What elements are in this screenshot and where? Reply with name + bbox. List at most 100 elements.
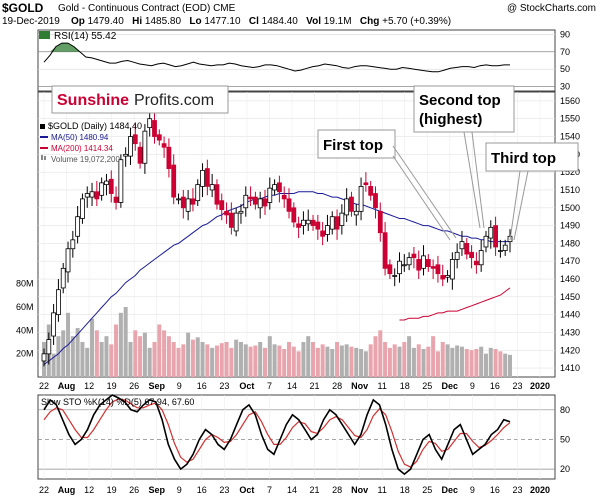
- volume-bar: [464, 349, 469, 377]
- candle-body: [325, 225, 330, 235]
- date-tick-label: Nov: [351, 381, 368, 391]
- volume-bar: [498, 351, 503, 377]
- price-legend-text: $GOLD (Daily) 1484.40: [48, 121, 142, 131]
- volume-bar: [440, 342, 445, 377]
- candle-body: [262, 198, 268, 207]
- volume-bar: [253, 345, 258, 377]
- candle-body: [166, 146, 172, 169]
- date-tick-label: Oct: [239, 485, 254, 495]
- candle-body: [272, 184, 277, 191]
- candle-body: [60, 267, 66, 289]
- close-value: 1484.40: [261, 16, 298, 27]
- candle-body: [209, 184, 215, 191]
- volume-bar: [387, 347, 392, 377]
- date-axis-middle: 22 Aug 12 19 26 Sep 9 16 23 Oct 7 14 21 28 Nov 11 18 25 De…: [39, 381, 550, 391]
- volume-bar: [214, 345, 219, 377]
- volume-bar: [94, 330, 99, 377]
- volume-bar: [421, 349, 426, 377]
- candle-body: [387, 264, 393, 275]
- volume-bar: [128, 342, 133, 377]
- volume-bar: [416, 344, 421, 377]
- candle-body: [84, 193, 90, 198]
- volume-bar: [147, 347, 152, 377]
- candle-body: [430, 266, 436, 269]
- date-tick-label: 22: [39, 485, 49, 495]
- candle-body: [305, 219, 311, 225]
- candle-body: [478, 250, 484, 266]
- date-tick-label: Dec: [442, 485, 459, 495]
- candle-body: [89, 191, 95, 198]
- date-tick-label: Sep: [148, 485, 165, 495]
- candle-body: [233, 212, 239, 232]
- volume-bar: [335, 342, 340, 377]
- date-tick-label: Sep: [148, 381, 165, 391]
- candle-body: [238, 210, 244, 214]
- candle-body: [195, 184, 201, 202]
- logo-sunshine: Sunshine: [57, 92, 129, 109]
- candle-body: [65, 248, 71, 273]
- date-tick-label: Oct: [239, 381, 254, 391]
- candle-body: [425, 259, 431, 267]
- candle-body: [142, 130, 148, 164]
- volume-tick-label: 20M: [16, 349, 34, 359]
- candle-body: [128, 136, 133, 157]
- exchange-text: CME: [213, 3, 236, 14]
- high-value: 1485.80: [144, 16, 182, 27]
- volume-bar: [70, 336, 75, 377]
- volume-bar: [248, 346, 253, 377]
- annotation-third-top: Third top: [485, 142, 579, 241]
- candle-body: [483, 235, 489, 248]
- volume-bar: [488, 347, 493, 377]
- candle-body: [137, 146, 143, 164]
- second-top-pointer-b: [471, 131, 485, 229]
- ohlc-info-line: 19-Dec-2019 Op 1479.40 Hi 1485.80 Lo 147…: [2, 16, 451, 27]
- volume-bar: [455, 345, 460, 377]
- candle-body: [401, 264, 407, 267]
- volume-bar: [508, 354, 512, 377]
- volume-bar: [287, 342, 292, 377]
- stochastic-tick-label: 50: [560, 434, 570, 444]
- volume-bar: [426, 346, 431, 377]
- date-tick-label: 9: [470, 485, 475, 495]
- volume-bar: [325, 346, 330, 377]
- volume-bar: [205, 344, 210, 377]
- candle-body: [132, 134, 138, 145]
- price-tick-label: 1560: [560, 96, 580, 106]
- volume-tick-labels: 80M 60M 40M 20M: [16, 279, 34, 359]
- open-label: Op: [70, 16, 85, 27]
- date-tick-label: 14: [287, 381, 297, 391]
- date-tick-label: 18: [400, 485, 410, 495]
- date-tick-label: 23: [512, 381, 522, 391]
- volume-bar: [402, 342, 407, 377]
- price-tick-label: 1430: [560, 327, 580, 337]
- contract-description: Gold - Continuous Contract (EOD) CME: [58, 3, 235, 14]
- volume-bar: [315, 347, 320, 377]
- candle-body: [94, 191, 100, 200]
- volume-bar: [349, 346, 354, 377]
- candle-body: [459, 241, 465, 250]
- candle-body: [464, 243, 470, 255]
- rsi-tick-label: 30: [560, 82, 570, 92]
- volume-bar: [363, 351, 368, 377]
- candle-body: [397, 260, 402, 275]
- date-tick-label: 2020: [530, 485, 550, 495]
- price-tick-label: 1470: [560, 256, 580, 266]
- candle-body: [51, 312, 57, 337]
- second-top-label-2: (highest): [419, 111, 482, 128]
- date-tick-label: 22: [39, 381, 49, 391]
- volume-bar: [503, 353, 508, 377]
- date-tick-label: 26: [129, 381, 139, 391]
- candle-body: [435, 264, 441, 275]
- date-tick-label: 25: [422, 381, 432, 391]
- volume-bar: [195, 337, 200, 377]
- price-tick-label: 1480: [560, 238, 580, 248]
- volume-bar: [407, 336, 412, 377]
- candle-body: [248, 196, 253, 200]
- date-tick-label: 16: [197, 381, 207, 391]
- volume-bar: [51, 353, 56, 377]
- volume-bar: [118, 312, 123, 377]
- candle-body: [320, 230, 326, 237]
- candle-body: [224, 210, 229, 216]
- volume-bar: [344, 344, 349, 377]
